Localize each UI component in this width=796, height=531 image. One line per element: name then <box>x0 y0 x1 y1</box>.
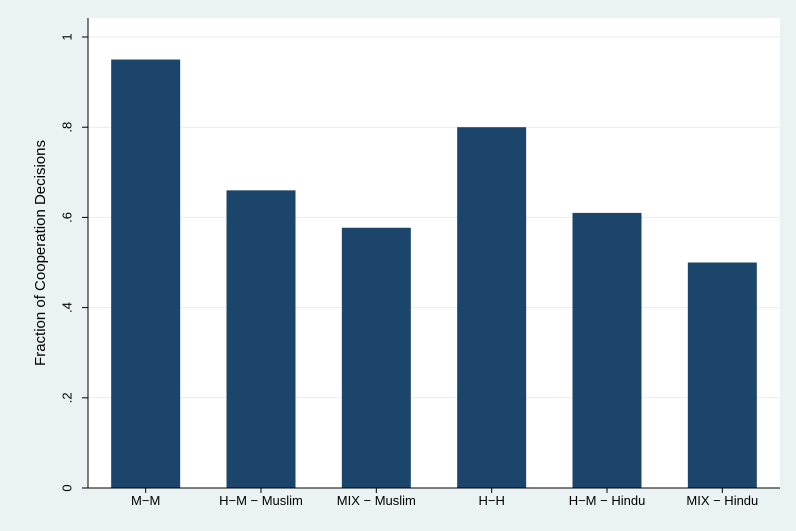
bar <box>457 127 527 488</box>
bar <box>226 190 296 488</box>
x-tick-label: H−M − Hindu <box>569 493 646 508</box>
x-tick-label: H−M − Muslim <box>219 493 303 508</box>
y-axis-ticks: 0 .2 .4 .6 .8 1 <box>60 33 88 492</box>
y-tick-label: .8 <box>60 122 75 133</box>
y-tick-label: 1 <box>60 33 75 40</box>
bar <box>341 227 411 488</box>
x-tick-label: MIX − Hindu <box>686 493 758 508</box>
bar <box>111 59 181 489</box>
y-axis-title: Fraction of Cooperation Decisions <box>32 140 49 366</box>
x-axis-category-labels: M−M H−M − Muslim MIX − Muslim H−H H−M − Hind… <box>131 488 758 508</box>
y-tick-label: .2 <box>60 392 75 403</box>
bars <box>111 59 757 489</box>
y-tick-label: .6 <box>60 212 75 223</box>
x-tick-label: M−M <box>131 493 160 508</box>
bar <box>687 262 757 488</box>
x-tick-label: MIX − Muslim <box>337 493 416 508</box>
plot-area <box>88 18 780 488</box>
y-tick-label: 0 <box>60 484 75 491</box>
bar <box>572 212 642 488</box>
gridlines <box>88 36 780 399</box>
x-tick-label: H−H <box>478 493 504 508</box>
y-tick-label: .4 <box>60 302 75 313</box>
